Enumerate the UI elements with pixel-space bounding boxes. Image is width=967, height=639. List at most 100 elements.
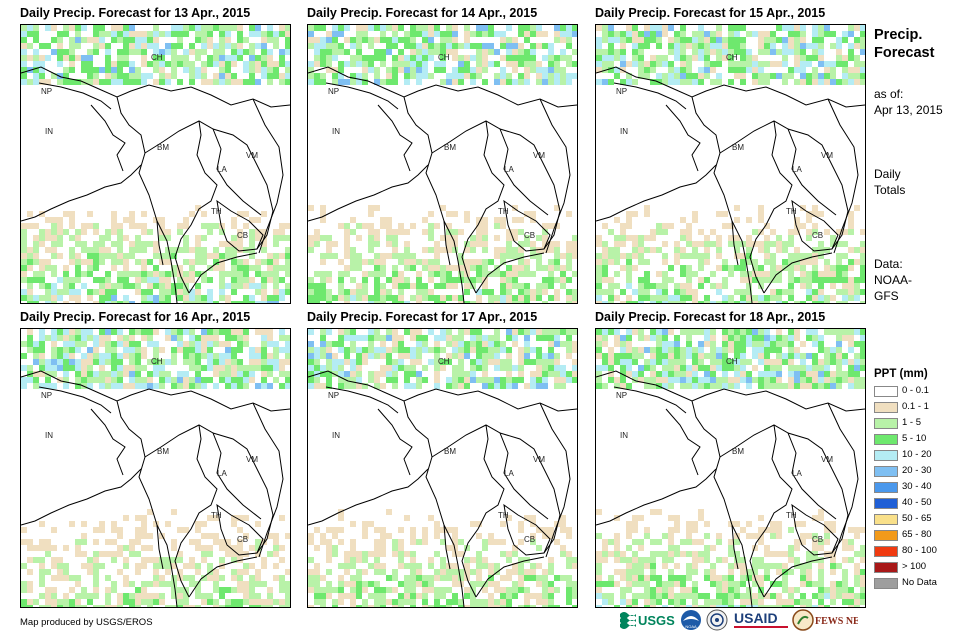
border-line	[403, 400, 451, 570]
legend-label: 20 - 30	[902, 465, 932, 476]
border-line	[763, 556, 833, 598]
border-line	[325, 386, 399, 414]
border-line	[719, 424, 837, 520]
border-line	[731, 220, 753, 303]
border-line	[719, 120, 837, 216]
legend-label: 65 - 80	[902, 529, 932, 540]
credit-text: Map produced by USGS/EROS	[20, 617, 153, 628]
country-label: CB	[524, 231, 536, 240]
country-label: LA	[217, 469, 227, 478]
precip-raster	[21, 329, 290, 607]
precip-map: CH NP IN BM LA VM TH CB	[307, 328, 578, 608]
precip-map: CH NP IN BM LA VM TH CB	[307, 24, 578, 304]
border-line	[791, 503, 839, 556]
fewsnet-logo-text: FEWS NET	[815, 616, 858, 627]
country-label: TH	[498, 511, 509, 520]
sidebar-title: Precip. Forecast	[874, 26, 934, 62]
border-line	[596, 468, 717, 526]
noaa-logo-text: NOAA	[685, 624, 697, 629]
country-label: IN	[332, 127, 340, 136]
legend-label: 1 - 5	[902, 417, 922, 428]
border-line	[787, 128, 849, 250]
country-label: VM	[533, 455, 545, 464]
border-line	[691, 96, 739, 266]
country-label: BM	[444, 447, 456, 456]
country-label: LA	[217, 165, 227, 174]
border-line	[156, 524, 178, 607]
country-label: NP	[41, 391, 53, 400]
border-line	[21, 164, 142, 222]
panel-title: Daily Precip. Forecast for 18 Apr., 2015	[595, 310, 826, 324]
border-line	[144, 424, 262, 520]
panel-title: Daily Precip. Forecast for 13 Apr., 2015	[20, 6, 251, 20]
country-label: CB	[524, 535, 536, 544]
country-label: VM	[246, 151, 258, 160]
title-line-2: Forecast	[874, 45, 935, 61]
country-label: BM	[732, 447, 744, 456]
country-label: BM	[444, 143, 456, 152]
legend-label: 80 - 100	[902, 545, 937, 556]
country-label: LA	[504, 165, 514, 174]
country-label: LA	[792, 469, 802, 478]
data-line-2: NOAA-	[874, 273, 913, 287]
border-line	[461, 120, 505, 294]
legend-swatch	[874, 562, 898, 573]
border-line	[144, 120, 262, 216]
border-line	[787, 432, 849, 554]
border-line	[116, 400, 164, 570]
border-line	[503, 503, 551, 556]
border-line	[325, 82, 399, 110]
border-line	[613, 386, 687, 414]
as-of-value: Apr 13, 2015	[874, 103, 943, 117]
border-line	[475, 252, 545, 294]
panel-title: Daily Precip. Forecast for 15 Apr., 2015	[595, 6, 826, 20]
precip-raster	[308, 25, 577, 303]
legend-swatch	[874, 530, 898, 541]
forecast-panel: Daily Precip. Forecast for 14 Apr., 2015…	[307, 6, 595, 306]
border-line	[791, 199, 839, 252]
border-line	[174, 424, 218, 598]
border-line	[156, 220, 178, 303]
legend-label: 0 - 0.1	[902, 385, 929, 396]
country-label: NP	[616, 391, 628, 400]
country-label: IN	[620, 127, 628, 136]
usaid-logo: USAID	[732, 608, 790, 632]
country-label: CH	[726, 357, 738, 366]
title-line-1: Precip.	[874, 27, 923, 43]
as-of-label: as of:	[874, 87, 904, 101]
border-line	[749, 424, 793, 598]
border-line	[377, 104, 413, 172]
country-label: TH	[786, 511, 797, 520]
border-line	[596, 370, 865, 412]
country-label: CH	[438, 53, 450, 62]
border-line	[90, 408, 126, 476]
border-line	[827, 98, 859, 254]
legend-label: 5 - 10	[902, 433, 927, 444]
panel-title: Daily Precip. Forecast for 16 Apr., 2015	[20, 310, 251, 324]
forecast-panel: Daily Precip. Forecast for 13 Apr., 2015…	[20, 6, 308, 306]
border-line	[499, 128, 561, 250]
border-line	[308, 164, 429, 222]
legend-swatch	[874, 434, 898, 445]
border-line	[188, 556, 258, 598]
forecast-panel: Daily Precip. Forecast for 18 Apr., 2015…	[595, 310, 883, 610]
border-line	[21, 66, 290, 108]
country-label: TH	[211, 207, 222, 216]
legend-swatch	[874, 418, 898, 429]
panel-title: Daily Precip. Forecast for 14 Apr., 2015	[307, 6, 538, 20]
legend-swatch	[874, 482, 898, 493]
border-line	[216, 503, 264, 556]
border-line	[212, 128, 274, 250]
border-line	[174, 120, 218, 294]
legend-title: PPT (mm)	[874, 368, 928, 380]
border-line	[461, 424, 505, 598]
legend-label: No Data	[902, 577, 937, 588]
country-label: IN	[332, 431, 340, 440]
precip-raster	[596, 25, 865, 303]
border-line	[188, 252, 258, 294]
precip-map: CH NP IN BM LA VM TH CB	[595, 328, 866, 608]
border-line	[443, 220, 465, 303]
precip-raster	[21, 25, 290, 303]
border-line	[308, 66, 577, 108]
country-label: TH	[498, 207, 509, 216]
